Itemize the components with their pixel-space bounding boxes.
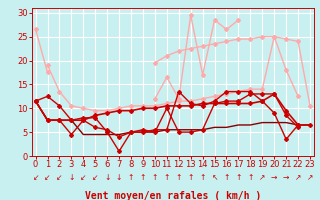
Text: ↑: ↑ — [164, 173, 170, 182]
Text: ↓: ↓ — [104, 173, 110, 182]
Text: ↙: ↙ — [56, 173, 63, 182]
Text: ↑: ↑ — [176, 173, 182, 182]
Text: ↑: ↑ — [140, 173, 146, 182]
Text: ↖: ↖ — [212, 173, 218, 182]
Text: ↑: ↑ — [152, 173, 158, 182]
X-axis label: Vent moyen/en rafales ( km/h ): Vent moyen/en rafales ( km/h ) — [85, 191, 261, 200]
Text: ↑: ↑ — [199, 173, 206, 182]
Text: ↑: ↑ — [235, 173, 242, 182]
Text: ↗: ↗ — [295, 173, 301, 182]
Text: ↑: ↑ — [223, 173, 230, 182]
Text: ↗: ↗ — [259, 173, 266, 182]
Text: ↙: ↙ — [44, 173, 51, 182]
Text: ↑: ↑ — [247, 173, 253, 182]
Text: ↙: ↙ — [92, 173, 99, 182]
Text: →: → — [271, 173, 277, 182]
Text: ↓: ↓ — [116, 173, 122, 182]
Text: →: → — [283, 173, 289, 182]
Text: ↓: ↓ — [68, 173, 75, 182]
Text: ↑: ↑ — [188, 173, 194, 182]
Text: ↙: ↙ — [80, 173, 86, 182]
Text: ↗: ↗ — [307, 173, 313, 182]
Text: ↑: ↑ — [128, 173, 134, 182]
Text: ↙: ↙ — [32, 173, 39, 182]
